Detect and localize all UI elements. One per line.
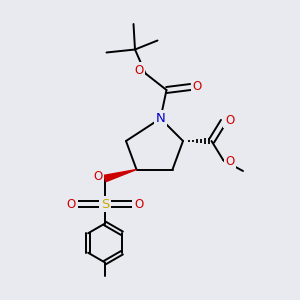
Text: N: N bbox=[156, 112, 165, 125]
Text: O: O bbox=[225, 113, 234, 127]
Text: O: O bbox=[134, 197, 143, 211]
Text: O: O bbox=[94, 170, 103, 184]
Text: O: O bbox=[134, 64, 143, 77]
Text: O: O bbox=[193, 80, 202, 94]
Polygon shape bbox=[104, 169, 136, 182]
Text: O: O bbox=[226, 155, 235, 169]
Text: O: O bbox=[67, 197, 76, 211]
Text: S: S bbox=[101, 197, 109, 211]
